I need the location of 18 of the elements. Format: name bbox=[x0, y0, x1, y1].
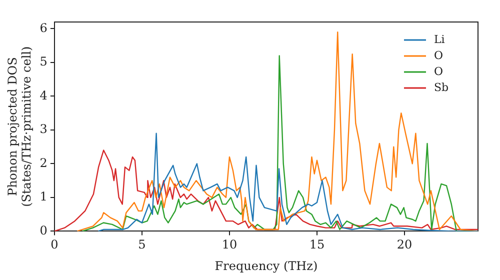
legend-label: Sb bbox=[434, 80, 449, 94]
y-tick-label: 2 bbox=[40, 156, 48, 170]
x-axis-title: Frequency (THz) bbox=[214, 258, 318, 273]
y-tick-label: 0 bbox=[40, 223, 48, 238]
x-tick-label: 15 bbox=[309, 238, 325, 252]
x-tick-label: 5 bbox=[138, 238, 146, 252]
legend-label: Li bbox=[434, 32, 446, 46]
x-tick-label: 0 bbox=[50, 238, 58, 252]
y-tick-label: 1 bbox=[40, 190, 48, 204]
x-tick-label: 20 bbox=[396, 238, 412, 252]
legend-label: O bbox=[434, 48, 444, 62]
y-axis-title: Phonon projected DOS (States/THz·primitive cell) bbox=[5, 46, 34, 207]
y-tick-label: 3 bbox=[40, 122, 48, 136]
y-tick-label: 4 bbox=[40, 88, 48, 102]
legend-label: O bbox=[434, 64, 444, 78]
x-tick-label: 10 bbox=[222, 238, 238, 252]
y-tick-label: 5 bbox=[40, 54, 48, 69]
y-tick-label: 6 bbox=[40, 20, 48, 35]
